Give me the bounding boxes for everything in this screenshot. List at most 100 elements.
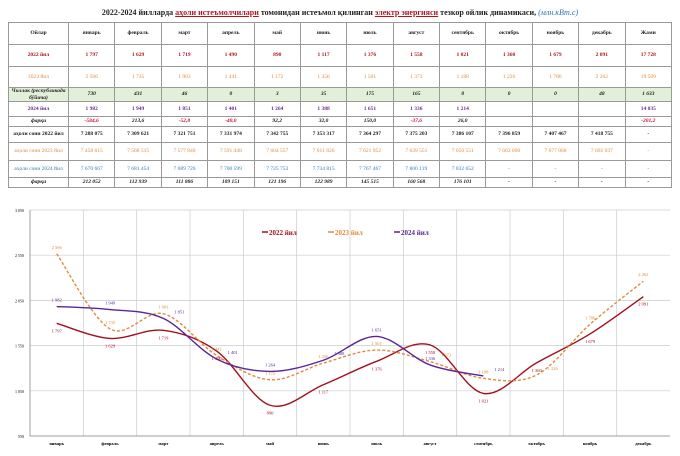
data-label: 1 490 [212, 356, 223, 361]
consumption-chart: 550 1 050 1 550 2 050 2 550 3 050 январь феврал… [15, 208, 670, 446]
x-tick-label: август [423, 441, 437, 446]
table-cell: 35 [299, 87, 348, 102]
table-cell: - [624, 160, 672, 178]
data-label: 1 021 [478, 398, 488, 403]
table-cell: 7 700 599 [207, 160, 255, 178]
row-label: Ойлар [8, 22, 69, 45]
table-cell: 213,6 [114, 116, 162, 127]
x-tick-label: сентябрь [474, 441, 493, 446]
table-cell: 1 786 [531, 66, 580, 88]
table-cell: 1 501 [346, 66, 394, 88]
table-cell: 7 353 317 [299, 126, 348, 143]
data-label: 1 172 [265, 371, 275, 376]
table-row: 2023 йил 2 566 1 735 1 903 1 441 1 172 1 356 1 … [8, 66, 672, 88]
title-text: томонидан истеъмол қилинган [258, 8, 375, 17]
table-cell: 1 797 [67, 44, 116, 67]
x-tick-label: ноябрь [583, 441, 598, 446]
table-cell: 0 [438, 87, 487, 102]
table-row: фарқи 212 052 112 939 111 886 109 151 121 196… [8, 177, 672, 188]
table-cell: 1 188 [438, 66, 487, 88]
data-label: 1 679 [585, 339, 596, 344]
table-cell: июль [346, 22, 394, 45]
title-link-electricity[interactable]: электр энергияси [374, 8, 439, 17]
table-cell: 48 [578, 87, 626, 102]
table-cell: 1 376 [346, 44, 394, 67]
table-row: фарқи -584,6 213,6 -52,8 -40,0 92,2 32,0 150,0-… [8, 116, 672, 127]
table-cell: 1 214 [438, 101, 487, 117]
table-row: аҳоли сони 2023 йил 7 458 615 7 568 515 7 5… [8, 142, 672, 161]
table-cell: 431 [114, 87, 162, 102]
table-cell: 1 735 [114, 66, 162, 88]
series-line-2024-йил [56, 305, 484, 377]
table-cell: - [485, 177, 533, 188]
table-cell [531, 101, 580, 117]
x-tick-label: май [266, 441, 274, 446]
data-label: 2 262 [638, 272, 648, 277]
table-cell: 7 568 515 [114, 142, 162, 161]
data-label: 1 851 [174, 309, 184, 314]
data-label: 1 558 [425, 350, 436, 355]
table-cell: 1 021 [438, 44, 487, 67]
table-cell: октябрь [485, 22, 533, 45]
table-cell: 175 [346, 87, 394, 102]
table-cell: 7 604 557 [253, 142, 301, 161]
table-row: Чиллак (республикада бўйича) 730 431 46 0 3 35… [8, 87, 672, 102]
legend-label: 2023 йил [335, 229, 363, 237]
table-cell [578, 116, 626, 127]
y-tick-label: 3 050 [15, 208, 24, 213]
table-cell: 7 681 454 [114, 160, 162, 178]
table-cell: 7 288 075 [67, 126, 116, 143]
table-cell: -37,6 [392, 116, 441, 127]
table-cell: 7 639 551 [392, 142, 441, 161]
row-label: фарқи [8, 177, 69, 188]
data-label: 1 226 [548, 366, 559, 371]
table-cell: 7 611 826 [299, 142, 348, 161]
data-label: 1 214 [494, 367, 505, 372]
table-cell: 7 621 952 [346, 142, 394, 161]
table-row: 2022 йил 1 797 1 629 1 719 1 490 890 1 117 1 37… [8, 44, 672, 67]
table-cell: 7 832 652 [438, 160, 487, 178]
table-cell: 1 117 [299, 44, 348, 67]
table-cell: 1 629 [114, 44, 162, 67]
table-cell: 1 851 [160, 101, 209, 117]
table-cell: - [531, 160, 580, 178]
table-cell: -40,0 [207, 116, 255, 127]
row-label: фарқи [8, 116, 69, 127]
table-cell: 150,0 [346, 116, 394, 127]
table-cell: 7 677 068 [531, 142, 580, 161]
table-cell [531, 116, 580, 127]
table-cell: 7 591 448 [207, 142, 255, 161]
data-label: 1 356 [318, 354, 329, 359]
table-row: Ойлар январь февраль март апрель май июнь июль а… [8, 22, 672, 45]
table-cell: 2 091 [578, 44, 626, 67]
table-cell: 730 [67, 87, 116, 102]
table-cell: 7 342 755 [253, 126, 301, 143]
table-cell: 1 903 [160, 66, 209, 88]
table-cell: 7 396 859 [485, 126, 533, 143]
y-tick-label: 550 [18, 434, 24, 439]
table-cell: 7 309 621 [114, 126, 162, 143]
data-label: 1 629 [105, 343, 116, 348]
table-cell [578, 101, 626, 117]
data-label: 1 117 [318, 390, 329, 395]
row-label: аҳоли сони 2022 йил [8, 126, 69, 143]
table-cell: -584,6 [67, 116, 116, 127]
data-label: 2 091 [638, 302, 648, 307]
table-cell: 7 767 467 [346, 160, 394, 178]
table-cell: -201,2 [624, 116, 672, 127]
table-cell: 3 [253, 87, 301, 102]
table-cell: Жами [624, 22, 672, 45]
table-cell: 165 [392, 87, 441, 102]
title-link-consumers[interactable]: аҳоли истеъмолчилари [175, 8, 259, 17]
table-cell: - [531, 177, 580, 188]
table-cell: 111 886 [160, 177, 209, 188]
data-label: 1 651 [372, 327, 382, 332]
table-cell: 7 670 667 [67, 160, 116, 178]
table-cell: февраль [114, 22, 162, 45]
table-cell: 1 336 [392, 101, 441, 117]
table-cell: 46 [160, 87, 209, 102]
table-cell: 1 441 [207, 66, 255, 88]
data-label: 1 360 [532, 368, 543, 373]
data-label: 1 982 [52, 298, 62, 303]
row-label: Чиллак (республикада бўйича) [8, 87, 69, 102]
